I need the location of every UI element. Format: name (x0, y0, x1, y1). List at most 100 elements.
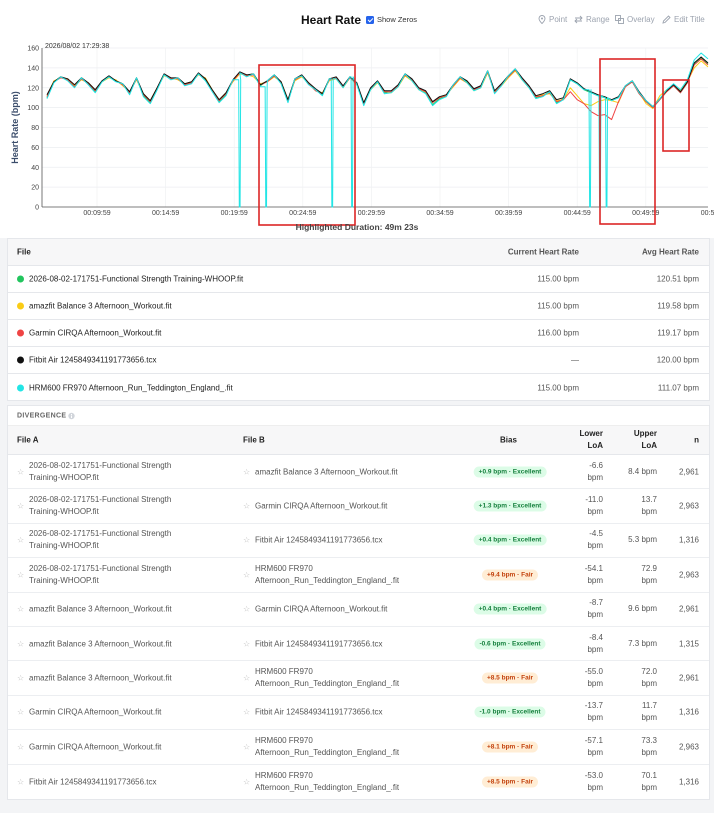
divergence-row[interactable]: ☆ amazfit Balance 3 Afternoon_Workout.fit… (8, 661, 709, 696)
star-icon[interactable]: ☆ (243, 707, 251, 717)
divergence-row[interactable]: ☆ Fitbit Air 1245849341191773656.tcx ☆ HRM6… (8, 765, 709, 799)
star-icon[interactable]: ☆ (17, 707, 25, 717)
n-column-header[interactable]: n (694, 435, 699, 445)
show-zeros-toggle[interactable]: Show Zeros (366, 15, 417, 24)
file-b-name: Garmin CIRQA Afternoon_Workout.fit (255, 605, 387, 614)
checkbox-icon[interactable] (366, 15, 374, 24)
avg-hr-column-header[interactable]: Avg Heart Rate (641, 247, 699, 257)
file-a-name: amazfit Balance 3 Afternoon_Workout.fit (29, 605, 172, 614)
upper-loa-column-header[interactable]: Upper LoA (634, 428, 657, 452)
star-icon[interactable]: ☆ (17, 467, 25, 477)
file-column-header[interactable]: File (17, 247, 31, 257)
series-color-dot (17, 329, 24, 337)
info-icon[interactable] (68, 412, 75, 419)
file-a-name: 2026-08-02-171751-Functional Strength Tra… (29, 563, 171, 587)
divergence-row[interactable]: ☆ amazfit Balance 3 Afternoon_Workout.fit… (8, 627, 709, 662)
divergence-row[interactable]: ☆ amazfit Balance 3 Afternoon_Workout.fit… (8, 593, 709, 627)
lower-loa-number: -57.1 (584, 735, 603, 745)
file-a-line1: amazfit Balance 3 Afternoon_Workout.fit (29, 639, 172, 649)
star-icon[interactable]: ☆ (243, 673, 251, 683)
file-a-name: amazfit Balance 3 Afternoon_Workout.fit (29, 674, 172, 683)
n-value: 2,963 (678, 742, 699, 752)
series-line[interactable] (46, 56, 709, 108)
star-icon[interactable]: ☆ (243, 604, 251, 614)
star-icon[interactable]: ☆ (243, 535, 251, 545)
lower-loa-number: -6.6 (589, 460, 603, 470)
range-tool-button[interactable]: Range (574, 15, 610, 24)
file-a-name: Fitbit Air 1245849341191773656.tcx (29, 777, 157, 786)
upper-loa-value: 72.9 bpm (641, 563, 657, 587)
annotation-box[interactable] (599, 58, 656, 225)
bias-badge: +9.4 bpm · Fair (481, 569, 539, 581)
annotation-box[interactable] (258, 64, 356, 226)
file-b-column-header[interactable]: File B (243, 435, 265, 445)
avg-heart-rate: 119.58 bpm (657, 301, 699, 311)
lower-loa-number: -53.0 (584, 770, 603, 780)
file-a-line1: 2026-08-02-171751-Functional Strength (29, 460, 172, 470)
y-tick-label: 100 (27, 105, 39, 112)
n-value: 2,963 (678, 570, 699, 580)
divergence-row[interactable]: ☆ 2026-08-02-171751-Functional Strength Tr… (8, 524, 709, 559)
legend-row[interactable]: Fitbit Air 1245849341191773656.tcx — 120.0… (8, 347, 709, 374)
x-tick-label: 00:09:59 (83, 210, 110, 217)
star-icon[interactable]: ☆ (243, 777, 251, 787)
file-b-line1: Fitbit Air 1245849341191773656.tcx (255, 535, 383, 545)
upper-loa-value: 7.3 bpm (628, 638, 657, 650)
star-icon[interactable]: ☆ (243, 639, 251, 649)
legend-row[interactable]: amazfit Balance 3 Afternoon_Workout.fit 1… (8, 293, 709, 320)
upper-loa-value: 70.1 bpm (641, 770, 657, 794)
lower-loa-column-header[interactable]: Lower LoA (579, 428, 603, 452)
legend-row[interactable]: HRM600 FR970 Afternoon_Run_Teddington_En… (8, 374, 709, 401)
overlay-tool-button[interactable]: Overlay (615, 15, 655, 24)
file-b-line1: HRM600 FR970 (255, 563, 313, 573)
bias-badge: +8.5 bpm · Fair (481, 776, 539, 788)
star-icon[interactable]: ☆ (243, 501, 251, 511)
file-a-column-header[interactable]: File A (17, 435, 39, 445)
divergence-row[interactable]: ☆ 2026-08-02-171751-Functional Strength Tr… (8, 489, 709, 524)
star-icon[interactable]: ☆ (17, 777, 25, 787)
bias-badge: -1.0 bpm · Excellent (474, 706, 546, 718)
star-icon[interactable]: ☆ (17, 639, 25, 649)
heart-rate-chart[interactable]: 0 20 40 60 80 100 120 140 160 00:09:59 00:14:59 00:… (0, 38, 714, 238)
current-heart-rate: 116.00 bpm (537, 328, 579, 338)
file-a-line1: Garmin CIRQA Afternoon_Workout.fit (29, 742, 162, 752)
current-heart-rate: 115.00 bpm (537, 383, 579, 392)
series-line[interactable] (46, 52, 709, 208)
x-tick-label: 00:34:59 (426, 210, 453, 217)
star-icon[interactable]: ☆ (17, 570, 25, 580)
star-icon[interactable]: ☆ (17, 604, 25, 614)
upper-loa-header-line1: Upper (633, 429, 657, 438)
divergence-row[interactable]: ☆ Garmin CIRQA Afternoon_Workout.fit ☆ HRM6… (8, 730, 709, 765)
star-icon[interactable]: ☆ (17, 673, 25, 683)
star-icon[interactable]: ☆ (243, 570, 251, 580)
edit-title-button[interactable]: Edit Title (662, 15, 705, 24)
current-hr-column-header[interactable]: Current Heart Rate (507, 247, 579, 257)
chart-title[interactable]: Heart Rate (301, 13, 362, 27)
star-icon[interactable]: ☆ (17, 535, 25, 545)
divergence-row[interactable]: ☆ 2026-08-02-171751-Functional Strength Tr… (8, 455, 709, 490)
annotation-box[interactable] (662, 79, 690, 152)
legend-row[interactable]: Garmin CIRQA Afternoon_Workout.fit 116.00… (8, 320, 709, 347)
lower-loa-unit: bpm (587, 472, 603, 482)
star-icon[interactable]: ☆ (243, 467, 251, 477)
star-icon[interactable]: ☆ (17, 742, 25, 752)
series-color-dot (17, 275, 24, 283)
divergence-row[interactable]: ☆ 2026-08-02-171751-Functional Strength Tr… (8, 558, 709, 593)
bias-column-header[interactable]: Bias (500, 435, 517, 445)
chart-svg[interactable]: 0 20 40 60 80 100 120 140 160 00:09:59 00:14:59 00:… (0, 38, 714, 238)
legend-row[interactable]: 2026-08-02-171751-Functional Strength Tr… (8, 266, 709, 293)
lower-loa-value: -11.0 bpm (585, 494, 603, 518)
lower-loa-value: -4.5 bpm (587, 528, 603, 552)
divergence-row[interactable]: ☆ Garmin CIRQA Afternoon_Workout.fit ☆ Fitb… (8, 696, 709, 731)
edit-title-label: Edit Title (674, 15, 705, 24)
star-icon[interactable]: ☆ (17, 501, 25, 511)
star-icon[interactable]: ☆ (243, 742, 251, 752)
file-name: HRM600 FR970 Afternoon_Run_Teddington_En… (29, 383, 233, 392)
bias-badge: +0.4 bpm · Excellent (473, 534, 547, 546)
point-tool-button[interactable]: Point (538, 15, 567, 24)
lower-loa-value: -55.0 bpm (585, 666, 603, 690)
n-value: 1,316 (678, 777, 699, 787)
file-b-name: Fitbit Air 1245849341191773656.tcx (255, 536, 383, 545)
file-b-line1: HRM600 FR970 (255, 770, 313, 780)
upper-loa-value: 11.7 bpm (641, 700, 657, 724)
